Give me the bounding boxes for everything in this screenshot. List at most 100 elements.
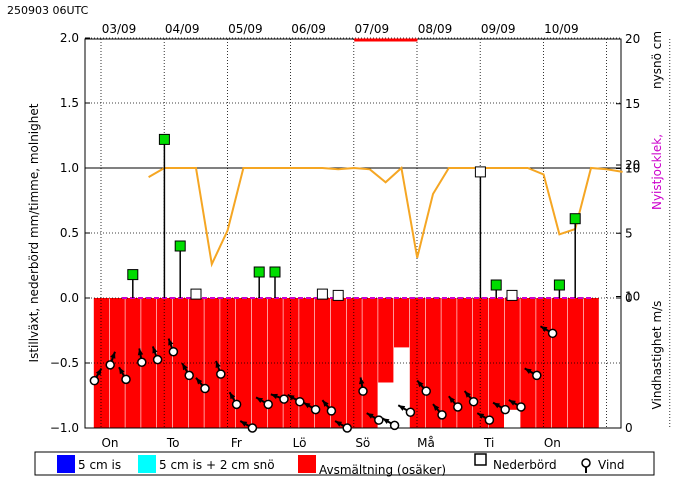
y-left-tick: 0.5 (60, 226, 79, 240)
y-right-top-tick: 5 (625, 226, 633, 240)
precip-marker (174, 240, 186, 252)
y-right-snow-label: nysnö cm (650, 31, 664, 89)
wind-marker (358, 377, 368, 396)
y-left-tick: 1.0 (60, 161, 79, 175)
wind-marker (270, 393, 289, 404)
wind-marker (539, 325, 558, 339)
wind-marker (492, 401, 510, 415)
y-right-bottom-tick: 0 (625, 421, 633, 435)
melt-bar (299, 298, 315, 428)
melt-bar (504, 298, 520, 410)
melt-bar (330, 298, 346, 428)
precip-marker (316, 288, 328, 300)
wind-marker (89, 368, 103, 386)
precip-marker (190, 288, 202, 300)
y-left-tick: 1.5 (60, 96, 79, 110)
top-date-label: 10/09 (544, 22, 579, 36)
weekday-label: Må (417, 436, 435, 450)
precip-marker (506, 289, 518, 301)
precip-marker (553, 279, 565, 291)
top-date-label: 09/09 (481, 22, 516, 36)
weekday-label: On (101, 436, 118, 450)
top-date-label: 06/09 (291, 22, 326, 36)
y-left-tick: 2.0 (60, 31, 79, 45)
wind-marker (239, 420, 258, 433)
wind-marker (302, 401, 321, 415)
legend-swatch (298, 455, 316, 473)
y-left-tick: −1.0 (50, 421, 79, 435)
melt-bar (236, 298, 252, 428)
y-left-label: Istillväxt, nederbörd mm/timme, molnighe… (27, 103, 41, 362)
legend: 5 cm is 5 cm is + 2 cm snö Avsmältning (os… (34, 451, 655, 477)
wind-marker (397, 404, 416, 417)
wind-marker (137, 348, 147, 367)
plot-area: 2.0 1.5 1.0 0.5 0.0 −0.5 −1.0 Istillväxt, neder… (27, 22, 671, 450)
legend-label: 5 cm is (78, 458, 121, 472)
weekday-label: Sö (355, 436, 370, 450)
legend-label: Avsmältning (osäker) (319, 463, 446, 477)
legend-square-icon (474, 453, 487, 466)
legend-swatch (138, 455, 156, 473)
wind-marker (476, 412, 495, 425)
wind-marker (215, 360, 226, 379)
wind-marker (321, 399, 337, 416)
y-right-top-tick: 0 (625, 291, 633, 305)
y-right-top-tick: 15 (625, 97, 640, 111)
wind-marker (366, 412, 384, 425)
run-label: 250903 06UTC (7, 4, 89, 17)
melt-bar (394, 298, 410, 348)
cloud-line (148, 166, 623, 268)
wind-marker (195, 377, 210, 394)
legend-label: Vind (598, 458, 625, 472)
wind-marker (167, 338, 179, 357)
wind-marker (432, 403, 447, 420)
precip-marker (490, 279, 502, 291)
wind-marker (334, 420, 352, 433)
y-left-tick: 0.0 (60, 291, 79, 305)
weekday-label: Ti (483, 436, 494, 450)
top-date-label: 05/09 (228, 22, 263, 36)
precip-marker (269, 266, 281, 278)
wind-marker (151, 346, 163, 365)
melt-bar (520, 298, 536, 428)
wind-marker (463, 390, 479, 407)
y-right-top-tick: 10 (625, 162, 640, 176)
precip-marker (332, 289, 344, 301)
precip-marker (158, 133, 170, 145)
legend-wind-icon (581, 458, 591, 473)
legend-label: Nederbörd (493, 458, 557, 472)
wind-marker (118, 366, 131, 385)
melt-bar (346, 298, 362, 428)
wind-marker (181, 362, 194, 381)
wind-marker (448, 395, 463, 412)
precip-marker (569, 213, 581, 225)
weekday-label: To (166, 436, 180, 450)
melt-bar (567, 298, 583, 428)
wind-marker (381, 417, 400, 431)
precip-marker (127, 269, 139, 281)
melt-bar (583, 298, 599, 428)
melt-bar (109, 298, 125, 428)
legend-swatch (57, 455, 75, 473)
wind-marker (287, 393, 305, 407)
precip-marker (253, 266, 265, 278)
melt-bar (378, 298, 394, 383)
wind-marker (255, 396, 273, 410)
top-date-label: 08/09 (418, 22, 453, 36)
legend-label: 5 cm is + 2 cm snö (159, 458, 275, 472)
legend-box (34, 451, 655, 476)
y-right-bottom-tick: 20 (625, 158, 640, 172)
melt-bar (172, 298, 188, 428)
weekday-label: On (544, 436, 561, 450)
weekday-label: Fr (231, 436, 242, 450)
y-right-wind-label: Vindhastighet m/s (650, 301, 664, 410)
wind-marker (508, 399, 526, 412)
wind-marker (228, 391, 242, 410)
top-date-label: 07/09 (355, 22, 390, 36)
weekday-label: Lö (293, 436, 307, 450)
wind-marker (524, 367, 542, 381)
y-right-ice-label: Nyistjocklek, (650, 134, 664, 210)
melt-bar (157, 298, 173, 428)
wind-marker (416, 379, 431, 396)
